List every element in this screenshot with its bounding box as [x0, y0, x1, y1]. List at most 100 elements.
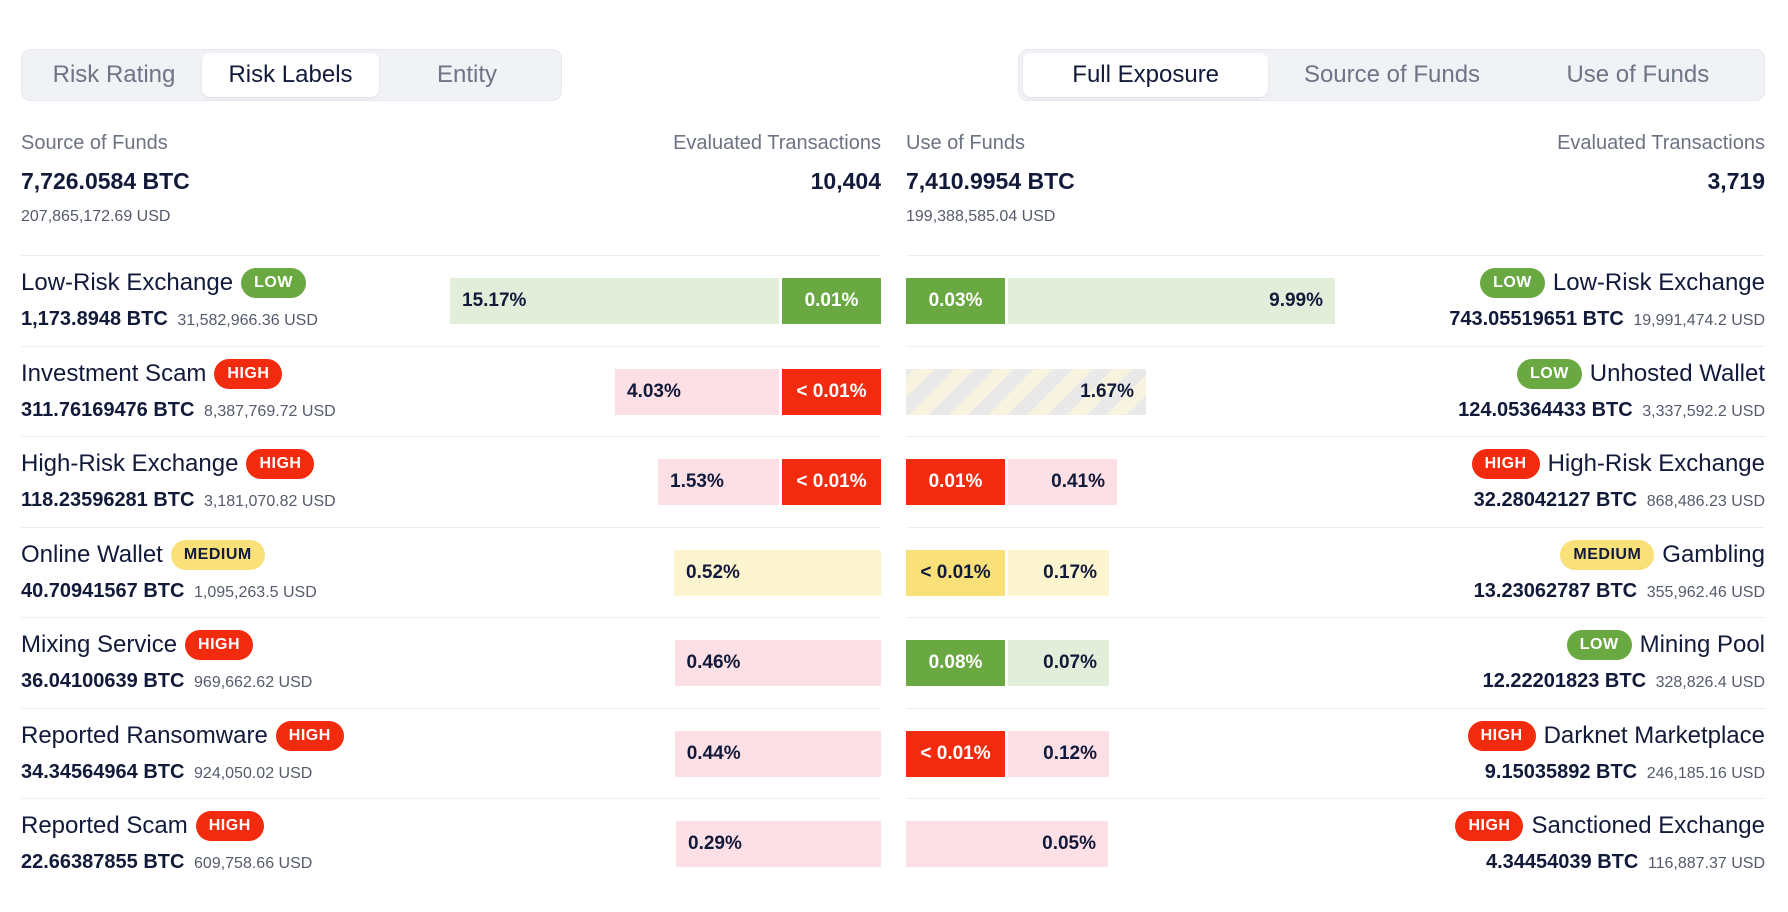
exposure-amount: 36.04100639 BTC 969,662.62 USD	[21, 670, 312, 693]
exposure-amount: 1,173.8948 BTC 31,582,966.36 USD	[21, 308, 318, 331]
tab-use-of-funds[interactable]: Use of Funds	[1566, 61, 1710, 88]
amount-usd: 3,337,592.2 USD	[1642, 402, 1765, 420]
direct-exposure-bar: 0.03%	[906, 278, 1005, 324]
source-exposure-row[interactable]: Mixing Service HIGH 36.04100639 BTC 969,66…	[21, 617, 881, 707]
amount-btc: 9.15035892 BTC	[1484, 760, 1638, 783]
exposure-name-line: Low-Risk Exchange LOW	[21, 268, 306, 298]
exposure-name: Gambling	[1662, 540, 1765, 568]
exposure-name: Low-Risk Exchange	[1552, 269, 1765, 296]
exposure-name: Darknet Marketplace	[1543, 721, 1765, 749]
amount-btc: 40.70941567 BTC	[21, 579, 185, 602]
use-usd-total: 199,388,585.04 USD	[906, 208, 1056, 225]
tab-source-of-funds[interactable]: Source of Funds	[1303, 61, 1481, 88]
tab-risk-labels[interactable]: Risk Labels	[202, 53, 379, 97]
use-exposure-row[interactable]: HIGH High-Risk Exchange 32.28042127 BTC 86…	[906, 436, 1765, 526]
risk-badge: MEDIUM	[170, 539, 265, 570]
amount-btc: 22.66387855 BTC	[21, 851, 185, 873]
exposure-amount: 40.70941567 BTC 1,095,263.5 USD	[21, 580, 317, 603]
amount-usd: 355,962.46 USD	[1646, 583, 1765, 601]
amount-usd: 924,050.02 USD	[194, 764, 313, 782]
amount-usd: 969,662.62 USD	[194, 674, 313, 691]
direct-exposure-bar: < 0.01%	[906, 549, 1005, 596]
exposure-amount: 22.66387855 BTC 609,758.66 USD	[21, 851, 312, 874]
source-tx-label: Evaluated Transactions	[673, 132, 881, 154]
exposure-amount: 124.05364433 BTC 3,337,592.2 USD	[1458, 399, 1765, 422]
risk-badge: HIGH	[275, 720, 344, 751]
source-usd-total: 207,865,172.69 USD	[21, 208, 171, 225]
exposure-amount: 743.05519651 BTC 19,991,474.2 USD	[1449, 308, 1765, 331]
risk-badge: LOW	[241, 268, 306, 298]
use-tx-count: 3,719	[1707, 168, 1765, 194]
source-exposure-row[interactable]: Low-Risk Exchange LOW 1,173.8948 BTC 31,58…	[21, 255, 881, 345]
indirect-exposure-bar: 0.41%	[1008, 459, 1117, 505]
amount-usd: 609,758.66 USD	[194, 855, 313, 872]
exposure-name: Mining Pool	[1639, 631, 1765, 658]
risk-badge: HIGH	[185, 630, 254, 660]
amount-btc: 311.76169476 BTC	[21, 398, 195, 421]
amount-usd: 246,185.16 USD	[1646, 764, 1765, 782]
amount-usd: 31,582,966.36 USD	[177, 312, 318, 329]
exposure-amount: 32.28042127 BTC 868,486.23 USD	[1474, 489, 1765, 512]
direct-exposure-bar: 0.01%	[782, 278, 881, 324]
exposure-name-line: HIGH Sanctioned Exchange	[1455, 811, 1765, 841]
risk-badge: HIGH	[1455, 811, 1524, 841]
direct-exposure-bar: 0.08%	[906, 640, 1005, 686]
tab-risk-rating[interactable]: Risk Rating	[52, 61, 176, 88]
use-exposure-row[interactable]: LOW Unhosted Wallet 124.05364433 BTC 3,337…	[906, 345, 1765, 436]
amount-btc: 1,173.8948 BTC	[21, 308, 168, 330]
exposure-amount: 9.15035892 BTC 246,185.16 USD	[1485, 761, 1765, 784]
use-exposure-row[interactable]: LOW Mining Pool 12.22201823 BTC 328,826.4 …	[906, 617, 1765, 707]
source-exposure-row[interactable]: Reported Scam HIGH 22.66387855 BTC 609,758…	[21, 798, 881, 888]
indirect-exposure-bar: 15.17%	[450, 278, 779, 324]
risk-badge: HIGH	[214, 358, 283, 389]
exposure-name-line: HIGH High-Risk Exchange	[1471, 449, 1765, 479]
amount-usd: 19,991,474.2 USD	[1633, 312, 1765, 329]
risk-badge: HIGH	[1471, 449, 1540, 479]
indirect-exposure-bar: 4.03%	[615, 368, 779, 415]
indirect-exposure-bar: 0.17%	[1008, 549, 1109, 596]
tab-full-exposure[interactable]: Full Exposure	[1023, 53, 1269, 97]
amount-usd: 8,387,769.72 USD	[204, 402, 336, 420]
use-btc-total: 7,410.9954 BTC	[906, 168, 1075, 194]
risk-badge: LOW	[1480, 268, 1545, 298]
exposure-name-line: Reported Scam HIGH	[21, 811, 264, 841]
exposure-tabs: Full Exposure Source of Funds Use of Fun…	[1018, 49, 1765, 101]
indirect-exposure-bar: 0.05%	[906, 821, 1108, 867]
source-exposure-row[interactable]: Investment Scam HIGH 311.76169476 BTC 8,38…	[21, 345, 881, 436]
amount-btc: 12.22201823 BTC	[1482, 670, 1647, 692]
exposure-amount: 118.23596281 BTC 3,181,070.82 USD	[21, 489, 336, 512]
amount-usd: 116,887.37 USD	[1647, 855, 1765, 872]
indirect-exposure-bar: 1.53%	[658, 459, 779, 505]
exposure-amount: 4.34454039 BTC 116,887.37 USD	[1486, 851, 1765, 874]
source-exposure-row[interactable]: High-Risk Exchange HIGH 118.23596281 BTC 3…	[21, 436, 881, 526]
risk-badge: LOW	[1516, 358, 1582, 389]
source-tx-count: 10,404	[810, 168, 881, 194]
exposure-amount: 13.23062787 BTC 355,962.46 USD	[1474, 580, 1765, 603]
exposure-amount: 311.76169476 BTC 8,387,769.72 USD	[21, 399, 336, 422]
exposure-name: Online Wallet	[21, 540, 163, 568]
amount-btc: 13.23062787 BTC	[1473, 579, 1638, 602]
indirect-exposure-bar: 0.44%	[674, 730, 881, 777]
use-exposure-row[interactable]: HIGH Darknet Marketplace 9.15035892 BTC 24…	[906, 707, 1765, 798]
exposure-name-line: LOW Unhosted Wallet	[1516, 358, 1765, 389]
use-exposure-row[interactable]: HIGH Sanctioned Exchange 4.34454039 BTC 11…	[906, 798, 1765, 888]
tab-entity[interactable]: Entity	[436, 61, 498, 88]
exposure-name: High-Risk Exchange	[21, 450, 239, 477]
amount-btc: 118.23596281 BTC	[21, 489, 195, 511]
exposure-name-line: MEDIUM Gambling	[1560, 539, 1765, 570]
exposure-amount: 12.22201823 BTC 328,826.4 USD	[1483, 670, 1765, 693]
exposure-name-line: Reported Ransomware HIGH	[21, 720, 344, 751]
amount-usd: 3,181,070.82 USD	[204, 493, 336, 510]
exposure-name: Mixing Service	[21, 631, 178, 658]
direct-exposure-bar: < 0.01%	[906, 730, 1005, 777]
use-summary: Use of Funds 7,410.9954 BTC 199,388,585.…	[906, 132, 1765, 232]
amount-btc: 32.28042127 BTC	[1473, 489, 1638, 511]
use-exposure-row[interactable]: MEDIUM Gambling 13.23062787 BTC 355,962.46…	[906, 526, 1765, 617]
source-exposure-row[interactable]: Online Wallet MEDIUM 40.70941567 BTC 1,095…	[21, 526, 881, 617]
risk-badge: MEDIUM	[1560, 539, 1655, 570]
use-exposure-row[interactable]: LOW Low-Risk Exchange 743.05519651 BTC 19,…	[906, 255, 1765, 345]
source-exposure-row[interactable]: Reported Ransomware HIGH 34.34564964 BTC 9…	[21, 707, 881, 798]
exposure-name: Low-Risk Exchange	[21, 269, 234, 296]
source-summary: Source of Funds 7,726.0584 BTC 207,865,1…	[21, 132, 881, 232]
exposure-name: Sanctioned Exchange	[1531, 812, 1765, 839]
